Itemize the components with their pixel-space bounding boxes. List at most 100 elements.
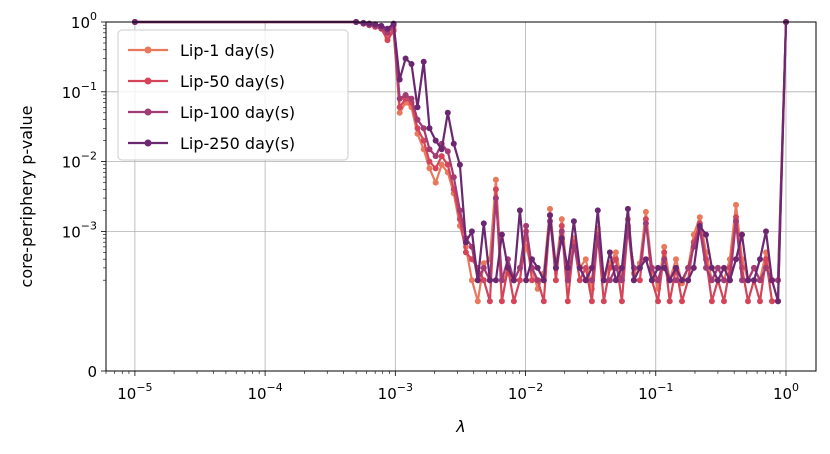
data-point	[402, 92, 409, 98]
data-point	[733, 256, 739, 263]
data-point	[529, 277, 535, 284]
data-point	[588, 264, 595, 271]
data-point	[655, 264, 661, 271]
data-point	[703, 264, 709, 271]
data-point	[721, 298, 727, 305]
data-point	[432, 165, 439, 172]
data-point	[775, 298, 781, 305]
data-point	[564, 277, 571, 284]
data-point	[408, 61, 415, 67]
data-point	[444, 109, 451, 116]
data-point	[408, 95, 415, 102]
data-point	[661, 243, 668, 250]
legend-box	[117, 29, 349, 161]
data-point	[492, 195, 499, 202]
data-point	[733, 218, 739, 225]
data-point	[690, 264, 697, 271]
data-point	[480, 277, 487, 284]
data-point	[690, 243, 697, 250]
data-point	[426, 125, 433, 132]
y-tick-base: 10	[71, 14, 90, 32]
data-point	[474, 277, 481, 284]
legend-label: Lip-50 day(s)	[180, 72, 285, 91]
data-point	[606, 277, 613, 284]
data-point	[468, 228, 475, 235]
data-point	[673, 277, 679, 284]
data-point	[372, 21, 379, 28]
data-point	[757, 298, 763, 305]
y-tick-exponent: −1	[81, 80, 97, 93]
data-point	[529, 256, 535, 263]
data-point	[630, 277, 637, 284]
y-tick-exponent: −2	[81, 150, 97, 163]
data-point	[696, 222, 703, 229]
data-point	[618, 298, 625, 305]
legend-item: Lip-1 day(s)	[128, 41, 275, 60]
legend-label: Lip-250 day(s)	[180, 134, 295, 153]
data-point	[523, 277, 530, 284]
data-point	[516, 264, 523, 271]
data-point	[751, 277, 757, 284]
data-point	[757, 256, 763, 263]
data-point	[414, 104, 421, 111]
data-point	[594, 207, 601, 214]
data-point	[516, 207, 523, 214]
legend-swatch-marker	[144, 46, 152, 54]
data-point	[420, 137, 427, 144]
x-axis-label: λ	[455, 417, 465, 436]
data-point	[612, 277, 619, 284]
data-point	[648, 264, 655, 271]
data-point	[462, 249, 469, 256]
data-point	[721, 264, 727, 271]
data-point	[642, 256, 649, 263]
data-point	[661, 249, 668, 256]
data-point	[721, 277, 727, 284]
data-point	[582, 277, 589, 284]
x-tick-label: 100	[773, 381, 799, 403]
data-point	[745, 298, 751, 305]
x-tick-base: 10	[773, 385, 792, 403]
data-point	[703, 231, 709, 238]
data-point	[655, 277, 661, 284]
data-point	[480, 220, 487, 227]
data-point	[570, 243, 577, 250]
data-point	[438, 161, 445, 168]
data-point	[540, 298, 547, 305]
data-point	[708, 298, 715, 305]
data-point	[547, 205, 553, 212]
x-tick-label: 10−2	[508, 381, 543, 403]
legend-swatch-marker	[144, 77, 152, 85]
data-point	[769, 298, 775, 305]
data-point	[714, 264, 721, 271]
data-point	[444, 148, 451, 155]
data-point	[612, 249, 619, 256]
data-point	[552, 264, 559, 271]
legend-item: Lip-50 day(s)	[128, 72, 285, 91]
data-point	[432, 153, 439, 160]
data-point	[486, 277, 493, 284]
data-point	[600, 298, 607, 305]
data-point	[498, 231, 505, 238]
data-point	[480, 264, 487, 271]
y-tick-exponent: 0	[90, 10, 97, 23]
data-point	[504, 264, 511, 271]
data-point	[534, 277, 541, 284]
data-point	[396, 104, 403, 111]
data-point	[612, 256, 619, 263]
data-point	[685, 277, 692, 284]
x-tick-label: 10−4	[247, 381, 282, 403]
data-point	[432, 179, 439, 186]
x-tick-exponent: −2	[527, 381, 543, 394]
data-point	[751, 264, 757, 271]
data-point	[426, 158, 433, 165]
data-point	[666, 277, 673, 284]
x-tick-exponent: −5	[136, 381, 152, 394]
data-point	[642, 208, 649, 215]
y-tick-base: 10	[62, 84, 81, 102]
legend-item: Lip-250 day(s)	[128, 134, 295, 153]
legend-item: Lip-100 day(s)	[128, 103, 295, 122]
data-point	[547, 212, 553, 219]
data-point	[708, 264, 715, 271]
data-point	[679, 277, 685, 284]
